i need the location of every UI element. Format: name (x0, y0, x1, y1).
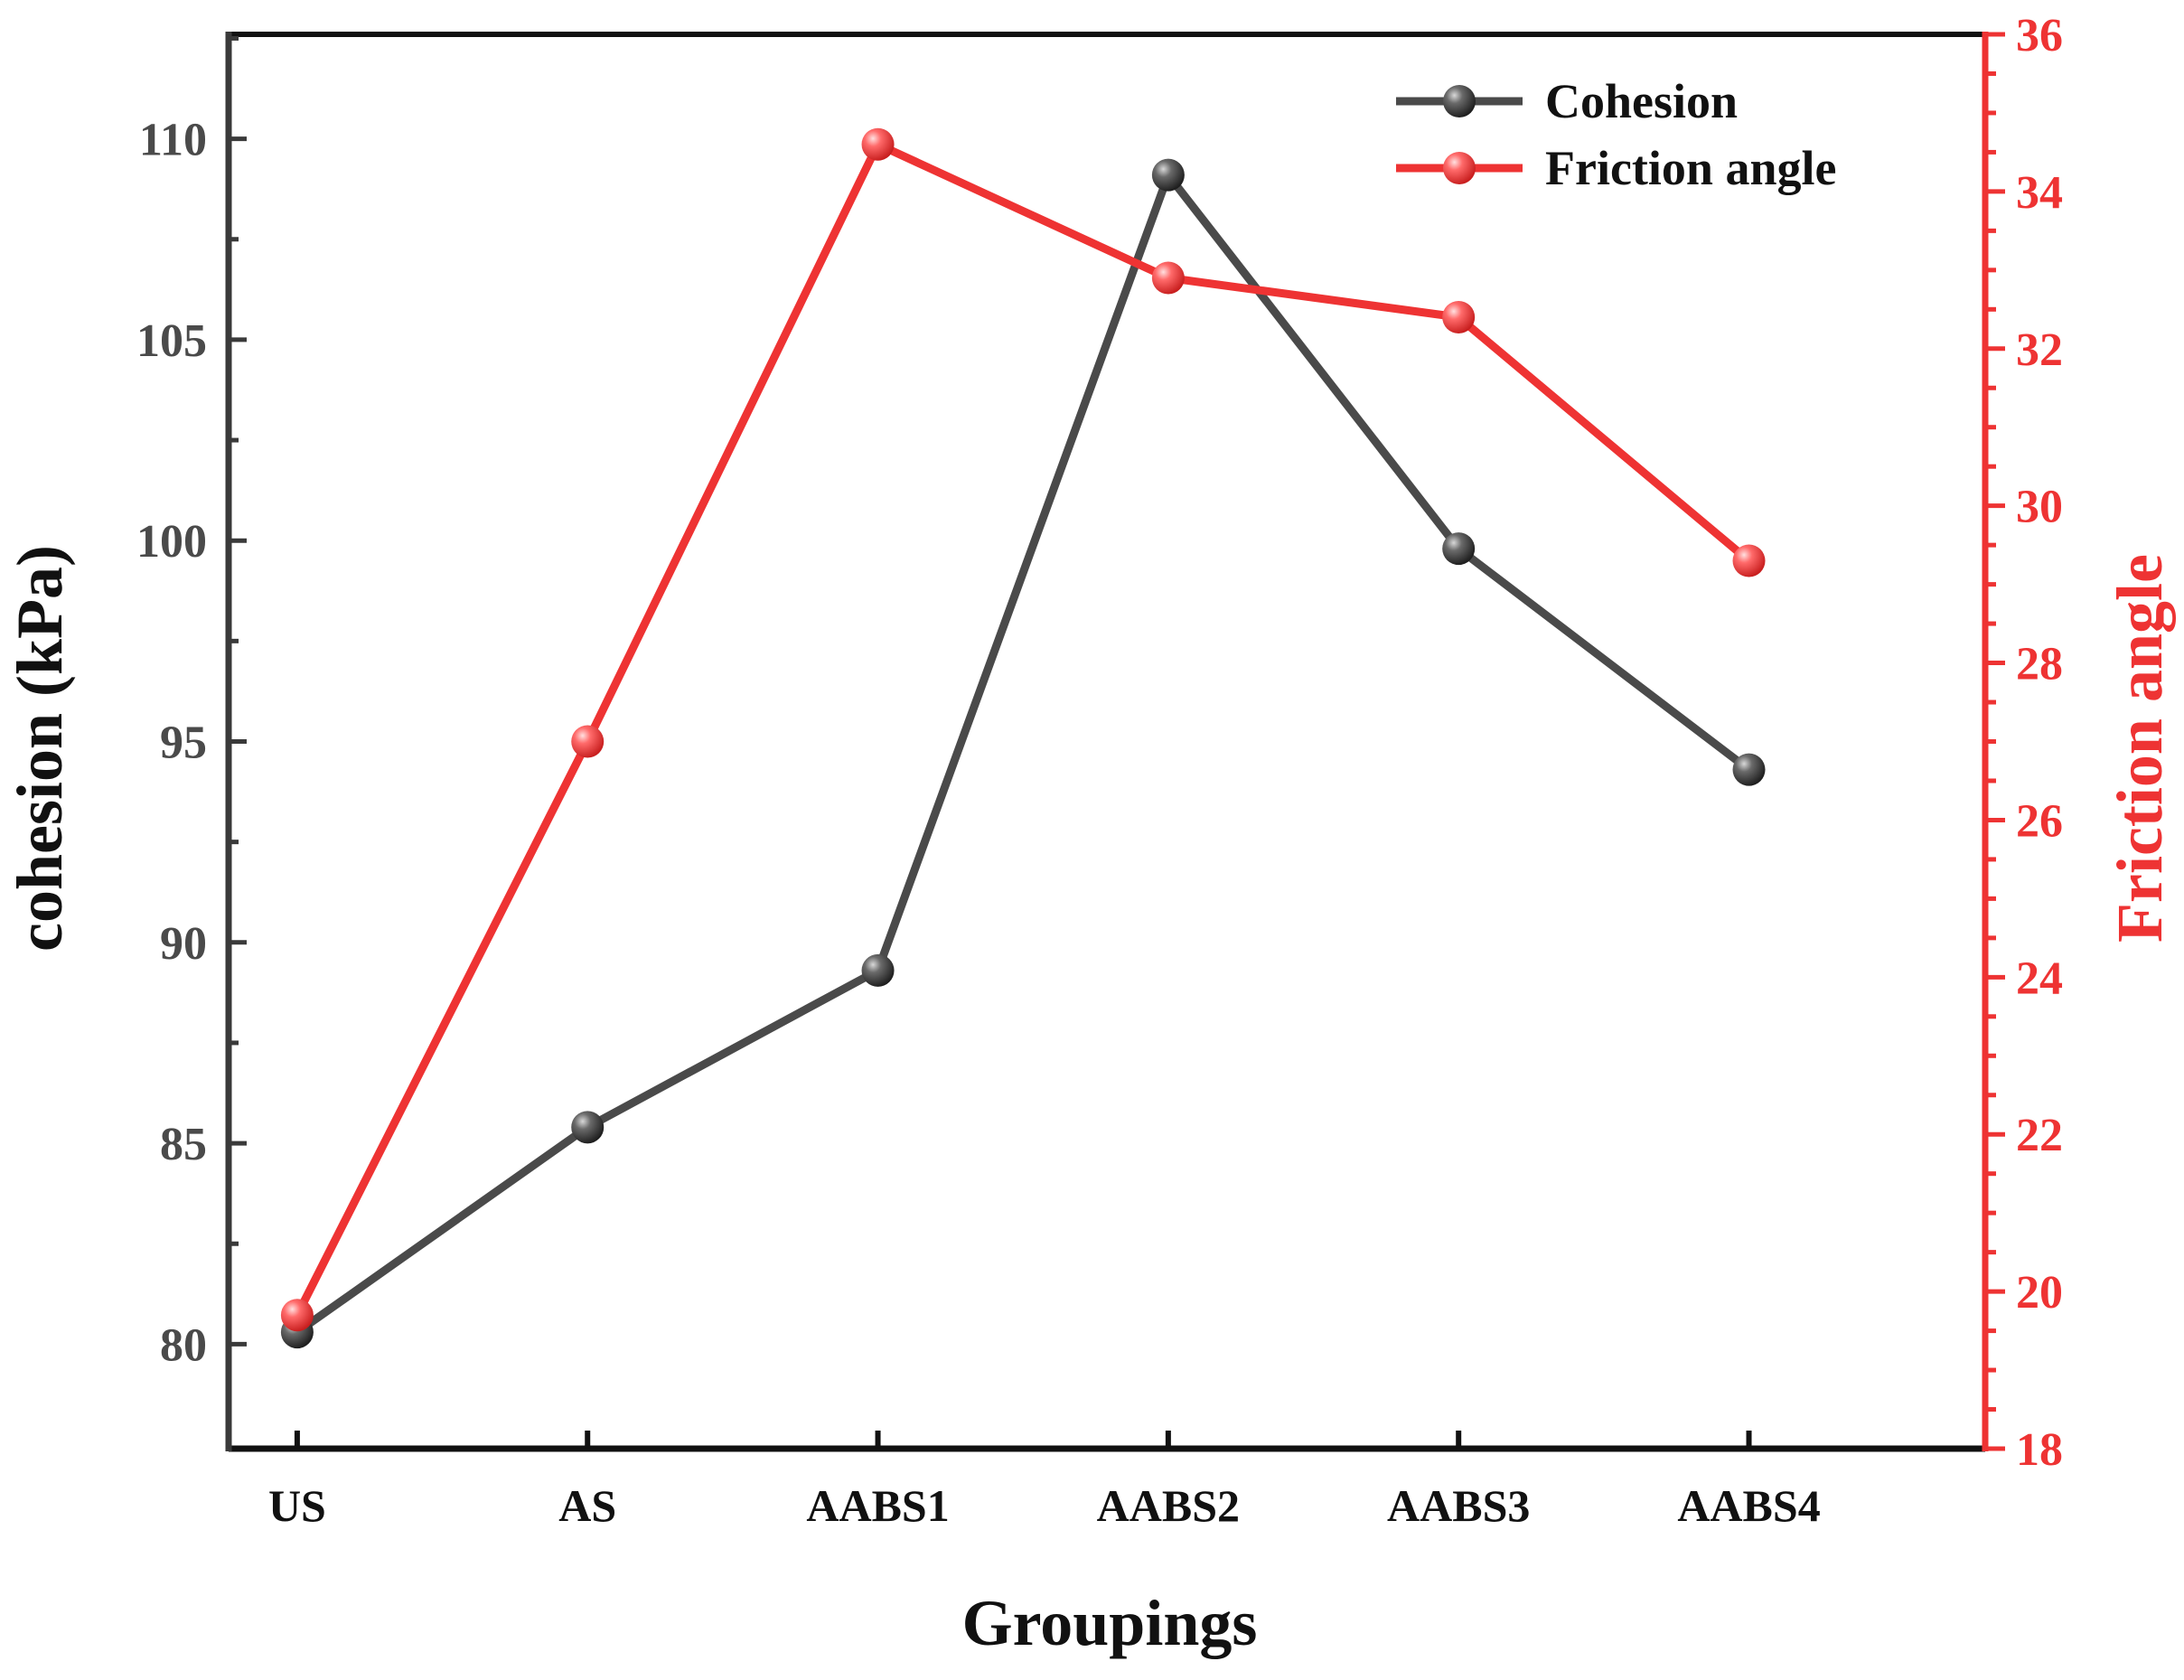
series-line-cohesion (293, 171, 1753, 1337)
x-tick-label: AABS2 (1097, 1480, 1240, 1531)
y-axis-title: cohesion (kPa) (4, 545, 76, 952)
point-friction-angle (861, 127, 895, 161)
legend-label-friction: Friction angle (1545, 141, 1836, 195)
point-cohesion (861, 953, 895, 987)
legend: Cohesion Friction angle (1396, 74, 1836, 195)
point-cohesion (571, 1111, 605, 1144)
x-axis-title: Groupings (962, 1587, 1258, 1659)
y2-tick-label: 32 (2016, 324, 2063, 376)
point-friction-angle (1151, 261, 1185, 295)
y2-tick-label: 36 (2016, 10, 2063, 61)
y-tick-label: 105 (136, 315, 207, 367)
y2-tick-label: 28 (2016, 639, 2063, 690)
point-friction-angle (1732, 544, 1766, 577)
y-tick-label: 95 (160, 718, 207, 769)
legend-label-cohesion: Cohesion (1545, 74, 1738, 128)
series-layer (280, 127, 1766, 1349)
point-friction-angle (571, 725, 605, 758)
x-tick-label: AABS3 (1387, 1480, 1530, 1531)
axes-group: 80 85 90 95 100 105 110 18 20 22 24 26 28 30 32 34 36 US A… (136, 10, 2063, 1531)
x-tick-label: AS (558, 1480, 616, 1531)
y2-tick-label: 18 (2016, 1424, 2063, 1476)
legend-marker-friction (1443, 152, 1476, 184)
point-friction-angle (1442, 301, 1476, 333)
y2-tick-label: 20 (2016, 1267, 2063, 1319)
series-line-friction-angle (293, 140, 1753, 1319)
y2-tick-label: 24 (2016, 953, 2063, 1004)
y-tick-label: 90 (160, 918, 207, 970)
y2-tick-label: 30 (2016, 482, 2063, 533)
y-tick-label: 80 (160, 1319, 207, 1371)
y2-tick-label: 34 (2016, 167, 2063, 219)
x-tick-label: US (268, 1480, 326, 1531)
point-cohesion (1151, 158, 1185, 192)
point-cohesion (1732, 753, 1766, 786)
x-tick-label: AABS4 (1677, 1480, 1820, 1531)
y-tick-label: 100 (136, 516, 207, 568)
x-tick-label: AABS1 (806, 1480, 949, 1531)
y-tick-label: 85 (160, 1119, 207, 1170)
y2-tick-label: 26 (2016, 795, 2063, 847)
legend-marker-cohesion (1443, 85, 1476, 117)
y-tick-label: 110 (139, 115, 207, 166)
point-friction-angle (280, 1299, 314, 1332)
y2-tick-label: 22 (2016, 1110, 2063, 1161)
point-cohesion (1442, 532, 1476, 566)
y2-axis-title: Friction angle (2104, 554, 2176, 943)
